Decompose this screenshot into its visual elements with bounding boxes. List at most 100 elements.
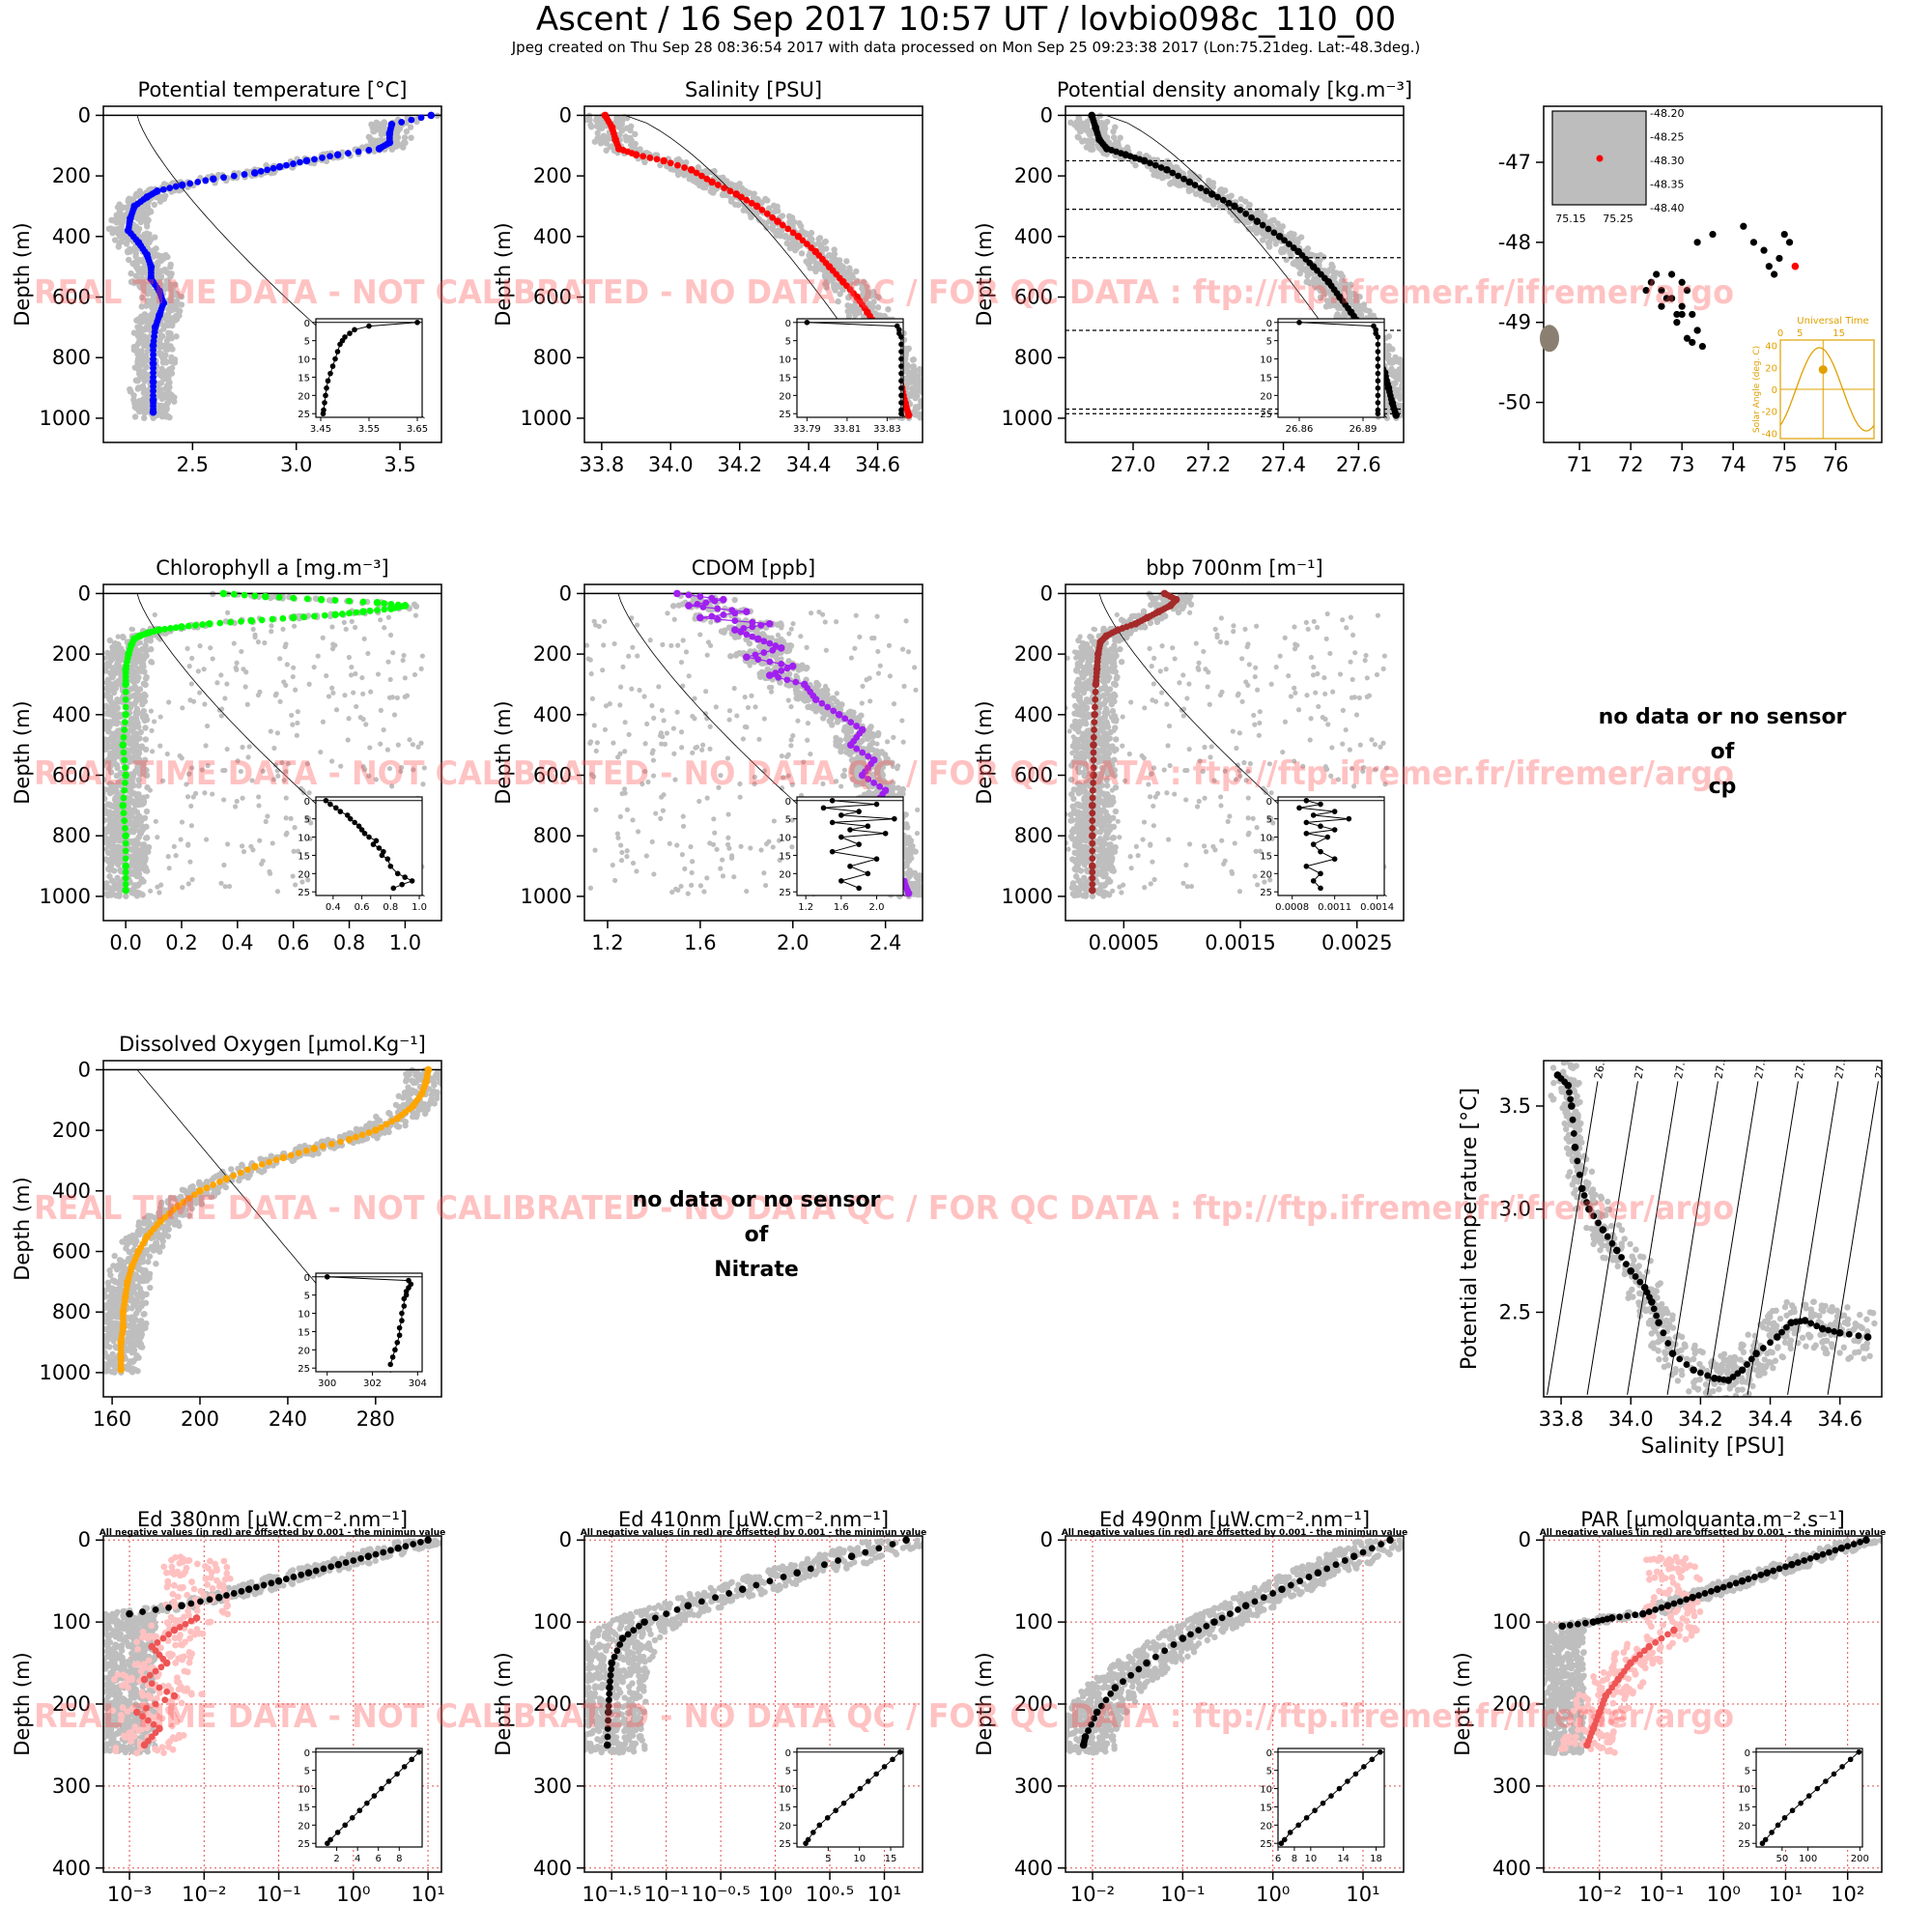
inset-data-point	[347, 815, 354, 822]
history-point	[125, 196, 132, 204]
data-point	[779, 221, 786, 229]
history-point	[816, 264, 823, 271]
history-point	[109, 810, 115, 816]
history-point	[154, 252, 160, 259]
history-point	[408, 134, 414, 141]
data-point	[283, 161, 290, 169]
history-point	[128, 820, 135, 827]
history-point	[256, 803, 262, 809]
data-point	[789, 229, 797, 237]
history-point	[751, 190, 757, 197]
history-point	[1403, 404, 1404, 407]
history-point	[143, 767, 150, 774]
history-point	[203, 743, 209, 749]
inset-data-point	[1375, 355, 1381, 362]
y-tick-label: 800	[52, 346, 91, 369]
data-point	[250, 169, 259, 177]
history-point	[146, 312, 153, 320]
y-tick-label: 800	[533, 346, 572, 369]
history-point	[349, 664, 355, 670]
data-point	[1236, 206, 1244, 213]
history-point	[141, 691, 148, 698]
x-tick-label: 3.5	[384, 453, 415, 476]
y-tick-label: 400	[52, 225, 91, 248]
history-point	[131, 739, 137, 745]
data-point	[122, 779, 128, 786]
history-point	[150, 660, 156, 666]
panel-title: Potential density anomaly [kg.m⁻³]	[1057, 78, 1412, 101]
history-point	[835, 298, 841, 305]
data-point	[122, 847, 129, 855]
inset-x-tick-label: 3.65	[407, 424, 428, 435]
history-point	[1115, 139, 1122, 147]
data-point	[247, 616, 256, 625]
history-point	[257, 689, 263, 695]
history-point	[311, 664, 317, 670]
history-point	[384, 747, 390, 753]
history-point	[135, 777, 142, 783]
history-point	[710, 189, 717, 196]
history-point	[199, 767, 205, 773]
history-point	[216, 707, 223, 713]
history-point	[137, 728, 144, 736]
history-point	[1101, 127, 1108, 134]
data-point	[172, 624, 180, 632]
history-point	[902, 352, 909, 358]
history-point	[104, 728, 110, 734]
history-point	[389, 695, 395, 700]
history-point	[255, 639, 262, 645]
history-point	[105, 679, 113, 687]
data-point	[346, 597, 353, 605]
history-point	[131, 413, 139, 420]
history-point	[294, 732, 299, 738]
history-point	[808, 236, 815, 243]
history-point	[136, 656, 143, 663]
y-tick-label: 600	[533, 286, 572, 309]
data-point	[122, 839, 129, 847]
history-point	[360, 691, 366, 696]
history-point	[395, 127, 402, 134]
history-point	[116, 720, 122, 725]
history-point	[669, 603, 677, 610]
history-point	[1220, 188, 1227, 195]
data-point	[398, 119, 406, 126]
data-point	[1270, 229, 1278, 237]
history-point	[138, 878, 145, 886]
history-point	[118, 645, 125, 652]
history-point	[1409, 398, 1415, 404]
history-point	[123, 204, 130, 212]
inset-data-point	[324, 384, 329, 391]
inset-data-point	[898, 363, 904, 369]
data-point	[753, 202, 761, 211]
history-point	[727, 653, 734, 660]
data-point	[119, 802, 128, 810]
history-point	[116, 891, 123, 898]
data-point	[374, 607, 381, 614]
history-point	[280, 626, 286, 632]
history-point	[156, 890, 162, 895]
y-tick-label: 0	[78, 103, 91, 127]
history-point	[135, 376, 142, 384]
history-point	[324, 672, 329, 679]
history-point	[398, 768, 404, 774]
history-point	[1357, 305, 1364, 312]
history-point	[411, 767, 416, 773]
data-point	[1391, 409, 1399, 416]
data-point	[861, 304, 868, 312]
data-point	[289, 613, 298, 622]
history-point	[103, 710, 109, 717]
history-point	[138, 348, 145, 355]
history-point	[333, 707, 340, 713]
data-point	[338, 611, 346, 617]
history-point	[158, 365, 165, 373]
history-point	[1266, 233, 1273, 240]
history-point	[791, 246, 799, 254]
history-point	[103, 880, 110, 887]
history-point	[740, 187, 748, 195]
history-point	[295, 720, 300, 726]
history-point	[128, 807, 135, 814]
history-point	[1398, 374, 1404, 381]
data-point	[146, 192, 154, 199]
history-point	[627, 134, 634, 142]
history-point	[412, 671, 418, 678]
